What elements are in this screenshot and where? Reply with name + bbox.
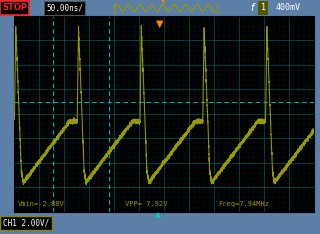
Text: VPP= 7.92V: VPP= 7.92V <box>125 201 168 207</box>
Text: f: f <box>250 3 254 13</box>
Text: STOP: STOP <box>2 4 27 12</box>
Text: T: T <box>161 0 165 6</box>
Text: 1: 1 <box>260 4 266 12</box>
Text: ▼: ▼ <box>156 18 164 28</box>
Text: CH1 2.00V/: CH1 2.00V/ <box>3 219 49 227</box>
Text: [: [ <box>113 3 117 13</box>
Text: 400mV: 400mV <box>276 4 300 12</box>
Text: 50.00ns/: 50.00ns/ <box>46 4 83 12</box>
Text: ]: ] <box>215 3 220 13</box>
Text: Freq=7.94MHz: Freq=7.94MHz <box>218 201 269 207</box>
Text: Vmin=-2.88V: Vmin=-2.88V <box>17 201 64 207</box>
